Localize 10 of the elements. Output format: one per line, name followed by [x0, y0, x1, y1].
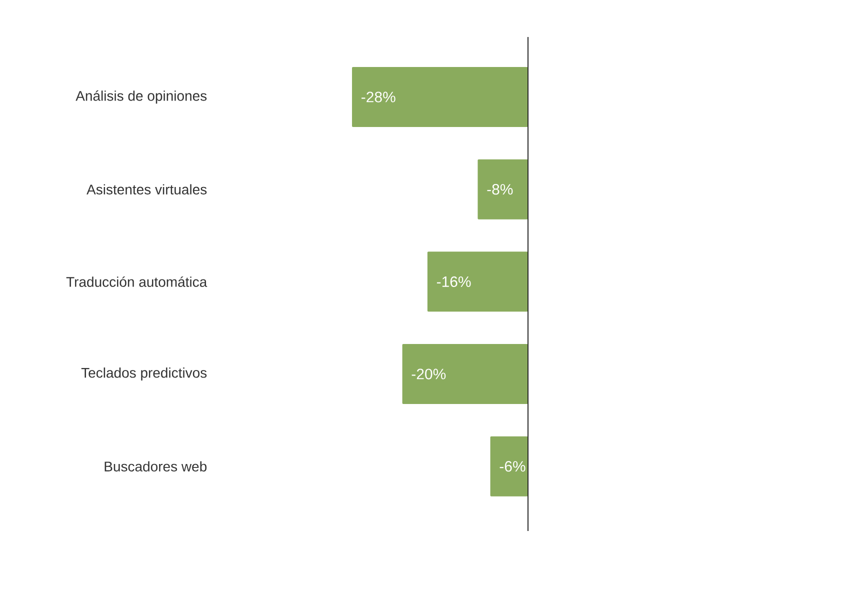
y-tick-label: Asistentes virtuales	[86, 184, 207, 194]
y-tick-label: Buscadores web	[104, 461, 207, 472]
y-tick-label: Teclados predictivos	[81, 367, 207, 381]
data-label: -16%	[436, 276, 471, 287]
data-label: -6%	[500, 461, 526, 472]
data-label: -20%	[412, 368, 446, 380]
y-tick-label: Análisis de opiniones	[76, 90, 207, 104]
data-label: -8%	[487, 184, 513, 195]
y-tick-label: Traducción automática	[66, 276, 208, 287]
data-label: -28%	[362, 92, 396, 102]
